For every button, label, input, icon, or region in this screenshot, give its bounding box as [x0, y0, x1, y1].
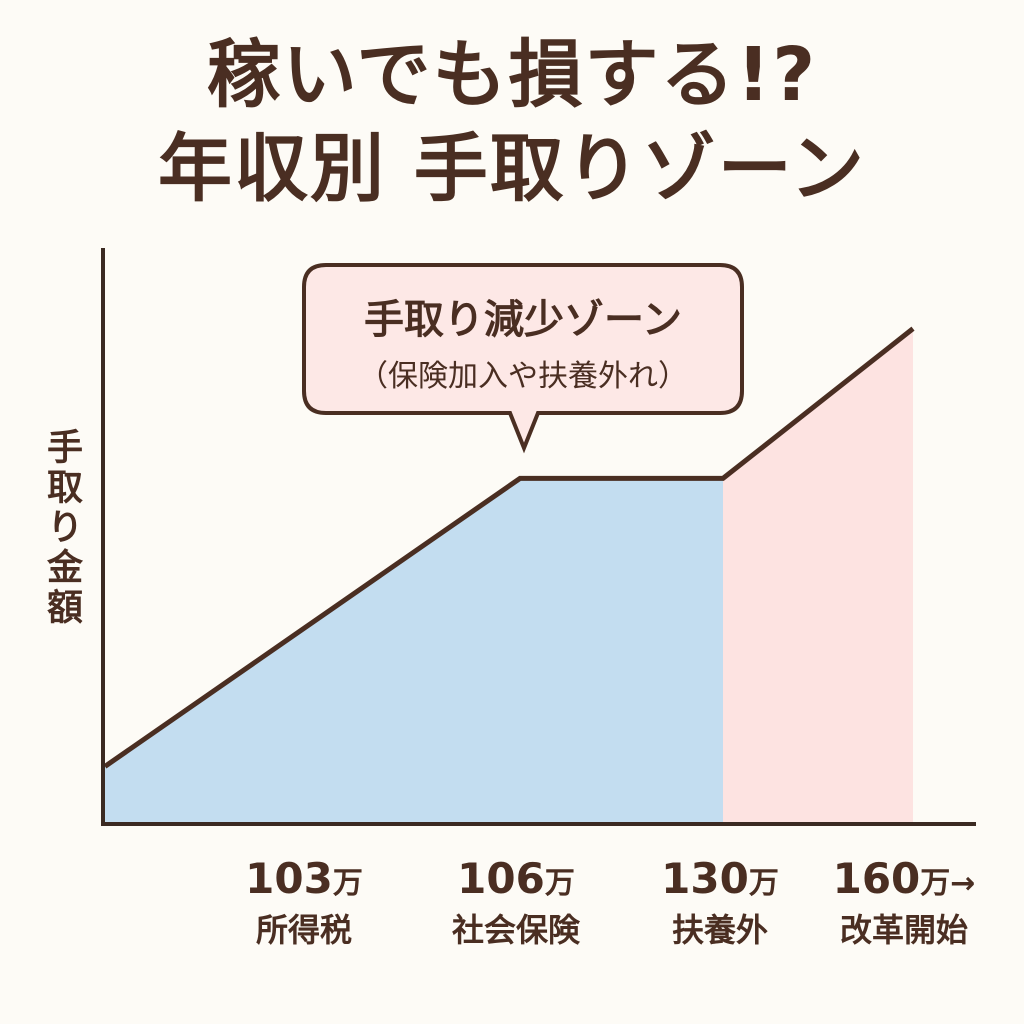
- x-tick-unit: 万: [544, 866, 575, 901]
- x-tick-unit: 万: [332, 866, 363, 901]
- annotation-title: 手取り減少ゾーン: [364, 297, 682, 343]
- x-tick-value: 106: [457, 854, 545, 903]
- annotation-subtitle: （保険加入や扶養外れ）: [358, 359, 688, 394]
- x-tick-value: 103: [245, 854, 333, 903]
- x-tick-value: 130: [661, 854, 749, 903]
- pink-zone-area: [723, 328, 913, 824]
- callout-bubble: [302, 263, 744, 454]
- y-axis-label: 手取り金額: [41, 428, 82, 628]
- x-tick-unit: 万: [748, 866, 779, 901]
- chart-title-line-2: 年収別 手取りゾーン: [157, 126, 867, 212]
- x-tick-106: 106万 社会保険: [416, 858, 616, 949]
- x-tick-unit: 万→: [920, 866, 976, 901]
- x-tick-130: 130万 扶養外: [620, 858, 820, 949]
- chart-title-line-1: 稼いでも損する!?: [206, 32, 818, 118]
- x-tick-value: 160: [832, 854, 921, 903]
- x-tick-description: 所得税: [255, 911, 352, 949]
- annotation-callout: 手取り減少ゾーン （保険加入や扶養外れ）: [306, 265, 740, 413]
- x-tick-103: 103万 所得税: [204, 858, 404, 949]
- takehome-line: [103, 326, 915, 769]
- x-tick-description: 扶養外: [671, 911, 768, 949]
- blue-zone-area: [105, 478, 723, 824]
- x-tick-160: 160万→ 改革開始: [804, 858, 1004, 949]
- x-tick-description: 社会保険: [451, 911, 580, 949]
- x-tick-description: 改革開始: [839, 911, 968, 949]
